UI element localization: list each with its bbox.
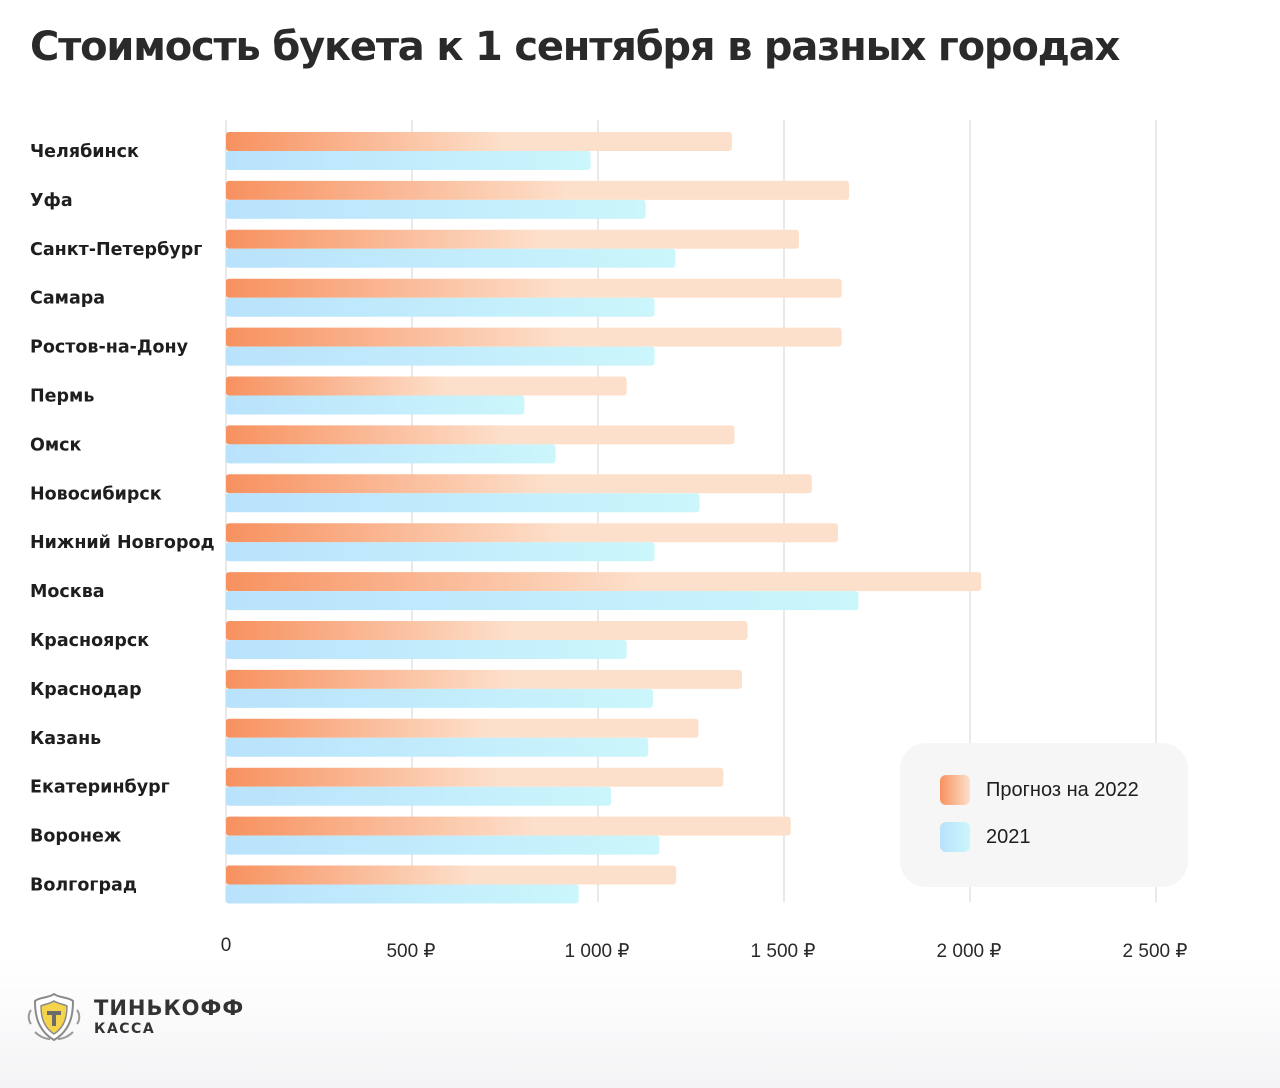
bar-2021-8 <box>226 542 655 562</box>
logo-name: ТИНЬКОФФ <box>94 996 245 1020</box>
city-label-3: Самара <box>30 289 105 309</box>
bar-2021-10 <box>226 640 627 659</box>
bar-2021-13 <box>226 786 612 806</box>
x-axis-ticks: 0 500 ₽ 1 000 ₽ 1 500 ₽ 2 000 ₽ 2 500 ₽ <box>221 935 1188 962</box>
city-label-4: Ростов-на-Дону <box>30 338 189 358</box>
bar-2021-6 <box>226 444 556 464</box>
bars <box>226 132 982 904</box>
bar-forecast-9 <box>226 572 982 592</box>
city-label-8: Нижний Новгород <box>30 533 215 553</box>
brand-logo: ТИНЬКОФФ КАССА <box>26 992 244 1042</box>
city-label-5: Пермь <box>30 387 94 407</box>
bar-2021-7 <box>226 493 700 513</box>
bar-2021-4 <box>226 346 655 366</box>
x-tick-label-0: 0 <box>221 935 232 956</box>
bar-forecast-13 <box>226 767 724 787</box>
bar-forecast-2 <box>226 229 799 249</box>
x-tick-label-1: 500 ₽ <box>386 941 435 962</box>
bar-2021-12 <box>226 737 649 757</box>
x-tick-label-2: 1 000 ₽ <box>565 941 630 962</box>
city-label-7: Новосибирск <box>30 484 162 504</box>
bar-forecast-6 <box>226 425 735 445</box>
bar-forecast-14 <box>226 816 791 836</box>
legend-label-actual: 2021 <box>986 825 1031 848</box>
city-label-12: Казань <box>30 729 101 749</box>
bar-2021-9 <box>226 591 859 611</box>
x-tick-label-5: 2 500 ₽ <box>1123 941 1188 962</box>
x-tick-label-4: 2 000 ₽ <box>937 941 1002 962</box>
city-label-11: Краснодар <box>30 680 142 700</box>
bar-2021-3 <box>226 297 655 317</box>
bar-2021-14 <box>226 835 660 855</box>
legend-item-forecast: Прогноз на 2022 <box>940 775 1139 805</box>
bar-forecast-10 <box>226 621 748 640</box>
bar-forecast-5 <box>226 376 627 396</box>
legend-swatch-actual <box>940 822 970 852</box>
legend: Прогноз на 2022 2021 <box>900 743 1188 887</box>
logo-subtitle: КАССА <box>94 1021 156 1037</box>
legend-item-actual: 2021 <box>940 822 1031 852</box>
bar-forecast-11 <box>226 669 742 689</box>
legend-label-forecast: Прогноз на 2022 <box>986 778 1139 801</box>
bar-forecast-8 <box>226 523 838 543</box>
bar-2021-11 <box>226 688 654 708</box>
tinkoff-shield-icon <box>27 992 81 1042</box>
bar-forecast-0 <box>226 132 732 151</box>
city-label-15: Волгоград <box>30 876 137 896</box>
city-label-1: Уфа <box>30 191 73 211</box>
bar-2021-2 <box>226 248 676 268</box>
bar-forecast-12 <box>226 718 699 738</box>
bar-2021-5 <box>226 395 525 415</box>
chart-title: Стоимость букета к 1 сентября в разных г… <box>30 24 1120 70</box>
bar-forecast-4 <box>226 327 842 347</box>
legend-swatch-forecast <box>940 775 970 805</box>
bar-forecast-3 <box>226 278 842 298</box>
city-label-2: Санкт-Петербург <box>30 240 202 260</box>
bar-2021-0 <box>226 151 591 170</box>
bar-forecast-7 <box>226 474 812 494</box>
city-label-14: Воронеж <box>30 827 122 847</box>
city-labels: Челябинск Уфа Санкт-Петербург Самара Ростов-… <box>30 142 215 896</box>
city-label-6: Омск <box>30 435 82 455</box>
logo-text: ТИНЬКОФФ КАССА <box>94 996 244 1038</box>
city-label-10: Красноярск <box>30 631 149 651</box>
bar-2021-1 <box>226 199 646 219</box>
x-tick-label-3: 1 500 ₽ <box>751 941 816 962</box>
city-label-0: Челябинск <box>30 142 139 162</box>
bar-forecast-15 <box>226 865 677 885</box>
city-label-13: Екатеринбург <box>30 778 170 798</box>
city-label-9: Москва <box>30 582 105 602</box>
bar-2021-15 <box>226 884 579 904</box>
bar-forecast-1 <box>226 180 850 200</box>
